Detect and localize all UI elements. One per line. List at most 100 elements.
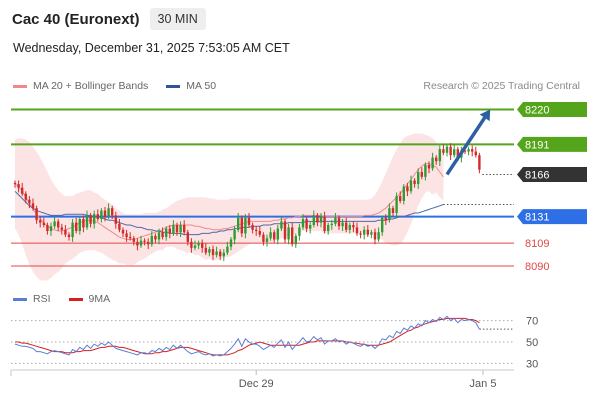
- candle-body: [24, 193, 27, 200]
- candle-body: [337, 217, 341, 227]
- candle-body: [201, 243, 204, 248]
- candle-body: [139, 240, 143, 246]
- candle-body: [229, 239, 233, 247]
- candle-body: [291, 227, 294, 245]
- candle-body: [208, 249, 211, 253]
- candle-body: [107, 208, 110, 217]
- candle-body: [161, 232, 164, 238]
- candle-body: [273, 232, 276, 240]
- candle-body: [82, 218, 85, 228]
- candle-body: [316, 215, 319, 223]
- legend-item-ma20: MA 20 + Bollinger Bands: [13, 80, 148, 92]
- candle-body: [237, 217, 240, 230]
- candle-body: [78, 218, 81, 232]
- candle-body: [64, 229, 67, 235]
- candle-body: [445, 146, 449, 153]
- rsi-tick-label: 70: [526, 316, 538, 328]
- candle-body: [377, 232, 380, 240]
- rsi-ma-line: [15, 317, 480, 356]
- candle-body: [67, 234, 71, 238]
- level-label-8090: 8090: [525, 261, 549, 273]
- candle-body: [154, 235, 157, 240]
- copyright-text: Research © 2025 Trading Central: [423, 80, 580, 92]
- candle-body: [226, 246, 229, 253]
- price-legend: MA 20 + Bollinger Bands MA 50: [13, 80, 216, 92]
- candle-body: [438, 149, 441, 162]
- ma50-line: [14, 190, 444, 236]
- candle-body: [75, 222, 78, 232]
- candle-body: [255, 229, 258, 232]
- candle-body: [244, 217, 247, 234]
- candle-body: [298, 227, 301, 236]
- candle-body: [391, 208, 395, 213]
- candle-body: [301, 218, 305, 228]
- candle-body: [463, 150, 467, 152]
- candle-body: [406, 186, 409, 192]
- candle-body: [35, 208, 38, 221]
- candle-body: [125, 233, 128, 238]
- candle-body: [157, 232, 161, 240]
- candle-body: [283, 221, 287, 240]
- timeframe-badge[interactable]: 30 MIN: [149, 8, 206, 30]
- bollinger-band-area: [15, 133, 444, 281]
- candle-body: [121, 229, 125, 234]
- candle-body: [341, 222, 344, 227]
- candle-body: [449, 146, 452, 156]
- legend-item-rsi: RSI: [13, 293, 51, 305]
- candle-body: [39, 220, 42, 223]
- candle-body: [330, 223, 333, 226]
- candle-body: [71, 222, 74, 238]
- rsi-legend: RSI 9MA: [13, 293, 110, 305]
- forecast-arrow-shaft: [445, 116, 487, 176]
- candle-body: [132, 238, 135, 242]
- candle-body: [431, 157, 434, 169]
- candle-body: [179, 225, 182, 233]
- candle-body: [373, 232, 377, 240]
- datetime-stamp: Wednesday, December 31, 2025 7:53:05 AM …: [13, 41, 290, 55]
- candle-body: [287, 227, 290, 240]
- candle-body: [370, 232, 373, 235]
- forecast-arrow-head-icon: [479, 109, 491, 122]
- candle-body: [348, 225, 351, 230]
- candle-body: [204, 247, 207, 253]
- candle-body: [327, 225, 330, 232]
- rsi-swatch-icon: [13, 297, 27, 301]
- candle-body: [413, 180, 416, 185]
- rsi-ma-swatch-icon: [68, 297, 83, 301]
- candle-body: [183, 225, 186, 233]
- level-tag-8166: [517, 166, 587, 182]
- candle-body: [147, 241, 150, 245]
- candle-body: [395, 196, 398, 213]
- candle-body: [175, 225, 179, 233]
- candle-body: [247, 217, 251, 226]
- candle-body: [435, 157, 438, 162]
- candle-body: [305, 218, 308, 229]
- level-label-8131: 8131: [525, 212, 549, 224]
- price-panel: 8220 8191 8166 8131 8109 8090: [11, 101, 587, 281]
- legend-label-rsi-ma: 9MA: [88, 293, 111, 305]
- candle-body: [309, 225, 312, 229]
- candle-body: [190, 241, 193, 248]
- candle-body: [222, 252, 225, 257]
- candle-body: [276, 228, 279, 240]
- candle-body: [31, 203, 35, 209]
- ma50-swatch-icon: [166, 84, 181, 88]
- level-label-8191: 8191: [525, 139, 549, 151]
- candle-body: [172, 225, 175, 234]
- legend-item-ma50: MA 50: [166, 80, 216, 92]
- candle-body: [359, 233, 362, 235]
- legend-label-ma50: MA 50: [186, 80, 217, 92]
- candle-body: [312, 215, 315, 226]
- rsi-line: [14, 315, 480, 357]
- candle-body: [424, 164, 427, 177]
- candle-body: [111, 208, 114, 216]
- time-tick-label: Jan 5: [470, 378, 497, 390]
- candle-body: [219, 251, 222, 257]
- candle-body: [388, 208, 391, 221]
- candle-body: [118, 223, 121, 230]
- candle-body: [93, 214, 96, 224]
- candle-body: [57, 221, 60, 228]
- candle-body: [456, 149, 459, 158]
- rsi-panel: 70 50 30: [11, 315, 538, 370]
